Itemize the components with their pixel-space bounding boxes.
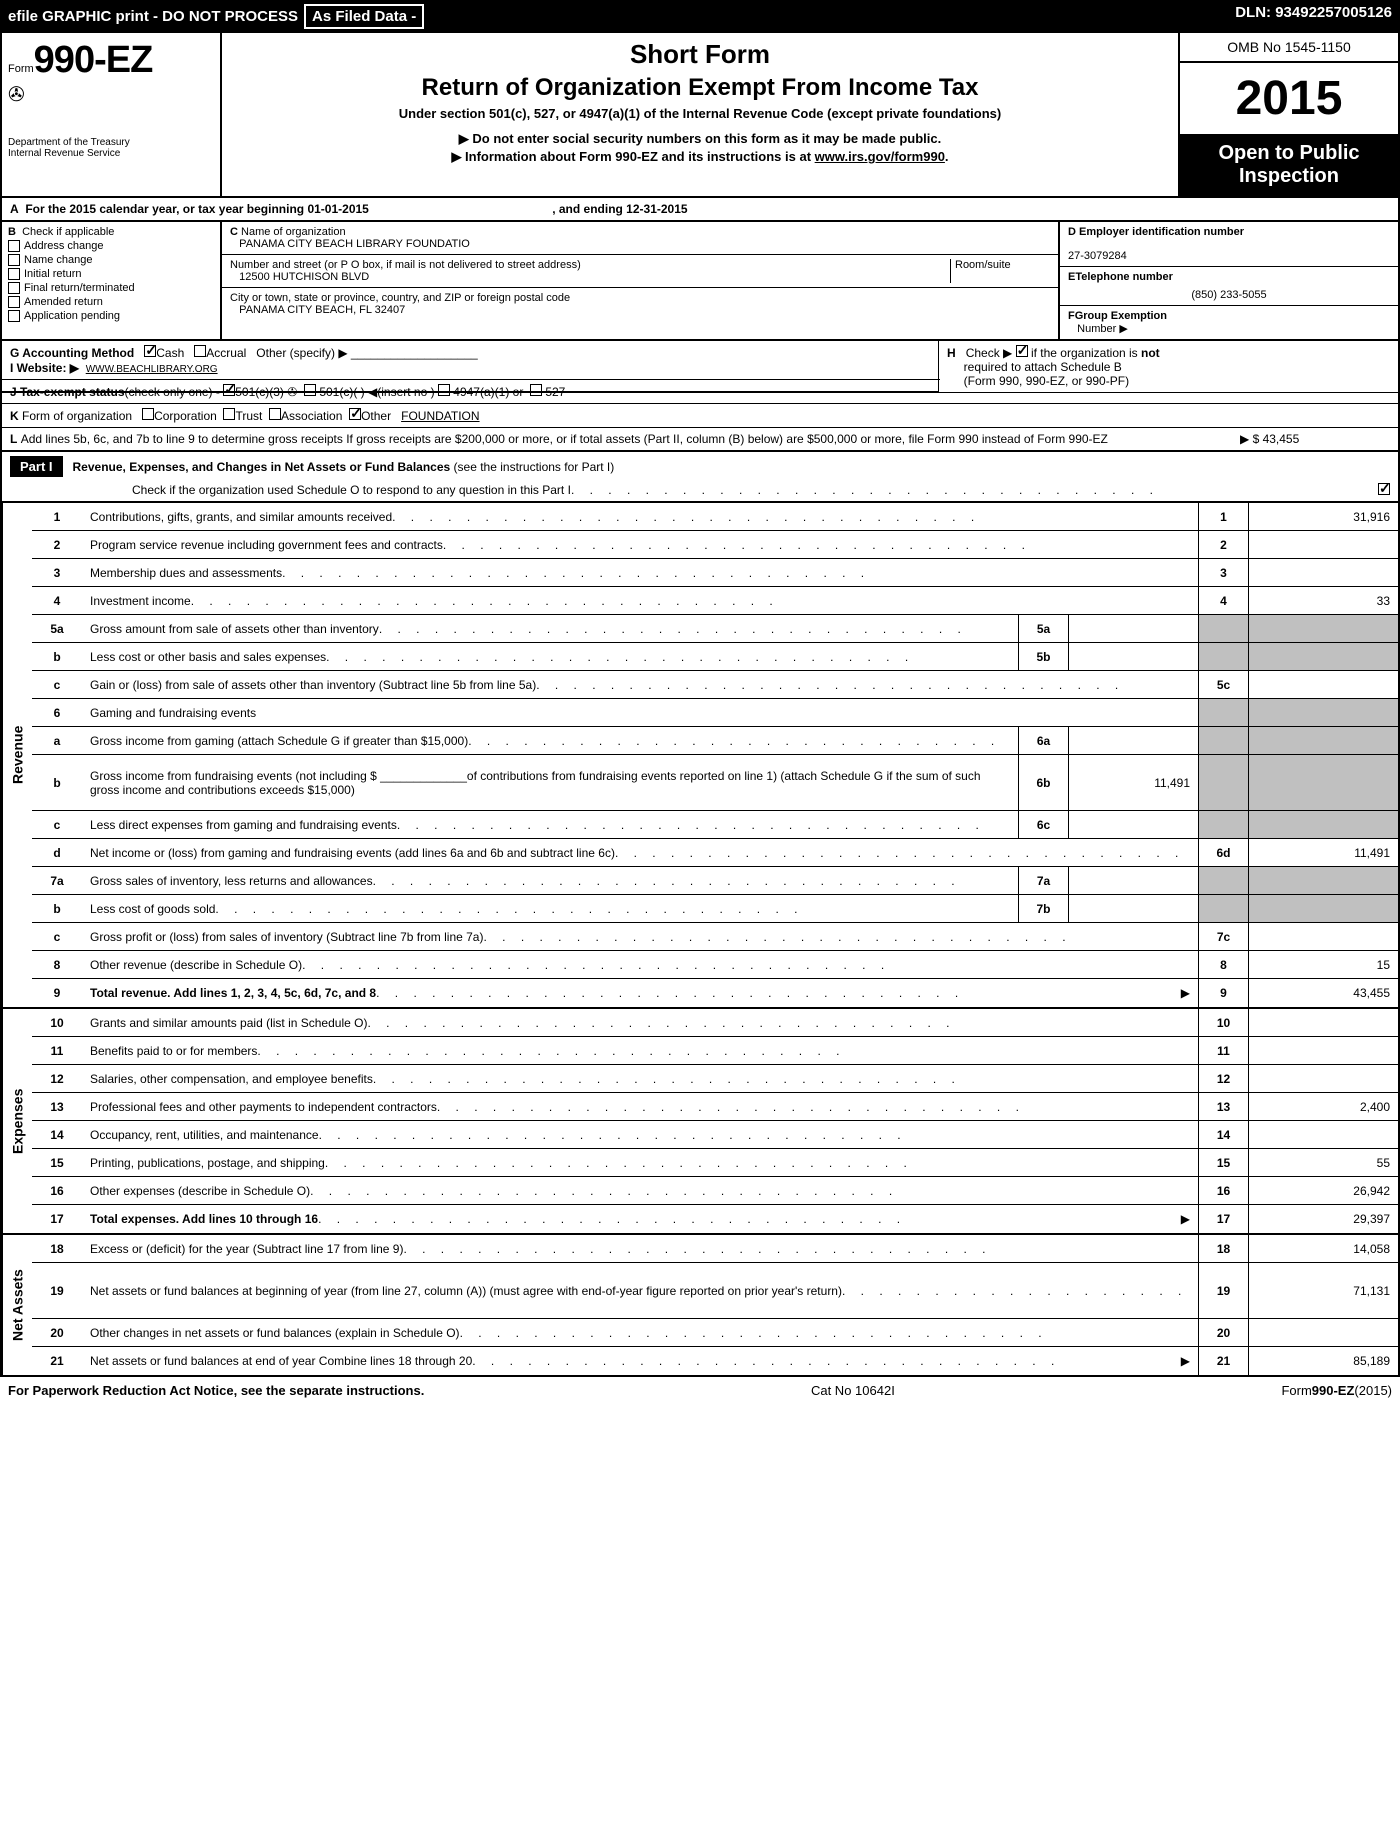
dept-text: Department of the Treasury	[8, 137, 214, 148]
dln: DLN: 93492257005126	[1235, 4, 1392, 29]
org-city: PANAMA CITY BEACH, FL 32407	[239, 304, 405, 316]
lower-section: G Accounting Method Cash Accrual Other (…	[0, 341, 1400, 452]
efile-text: efile GRAPHIC print - DO NOT PROCESS	[8, 8, 298, 25]
form-container: efile GRAPHIC print - DO NOT PROCESS As …	[0, 0, 1400, 1404]
schedule-b-checkbox[interactable]	[1016, 345, 1028, 357]
netassets-label: Net Assets	[2, 1235, 32, 1375]
part1-header: Part I Revenue, Expenses, and Changes in…	[0, 452, 1400, 503]
info-ssn: ▶ Do not enter social security numbers o…	[228, 131, 1172, 147]
footer-center: Cat No 10642I	[811, 1383, 895, 1398]
schedule-o-checkbox[interactable]	[1378, 483, 1390, 495]
part-label: Part I	[10, 456, 63, 477]
asfiled-box: As Filed Data -	[304, 4, 424, 29]
org-name: PANAMA CITY BEACH LIBRARY FOUNDATIO	[239, 238, 470, 250]
footer-right: Form990-EZ(2015)	[1281, 1383, 1392, 1398]
org-address: 12500 HUTCHISON BLVD	[239, 271, 369, 283]
revenue-section: Revenue 1Contributions, gifts, grants, a…	[0, 503, 1400, 1009]
irs-logo-icon: ✇	[8, 82, 214, 107]
irs-text: Internal Revenue Service	[8, 148, 214, 159]
info-grid: B Check if applicable Address changeName…	[0, 222, 1400, 341]
org-form-value: FOUNDATION	[401, 409, 479, 423]
info-website: ▶ Information about Form 990-EZ and its …	[228, 149, 1172, 165]
short-form-title: Short Form	[228, 39, 1172, 70]
section-a: A For the 2015 calendar year, or tax yea…	[0, 198, 1400, 222]
section-c: C Name of organization PANAMA CITY BEACH…	[222, 222, 1058, 339]
open-public: Open to Public Inspection	[1180, 134, 1398, 196]
omb-number: OMB No 1545-1150	[1180, 33, 1398, 63]
netassets-section: Net Assets 18Excess or (deficit) for the…	[0, 1235, 1400, 1377]
cash-checkbox[interactable]	[144, 345, 156, 357]
footer: For Paperwork Reduction Act Notice, see …	[0, 1377, 1400, 1404]
phone-value: (850) 233-5055	[1068, 289, 1390, 301]
footer-left: For Paperwork Reduction Act Notice, see …	[8, 1383, 424, 1398]
gross-receipts: ▶ $ 43,455	[1240, 432, 1390, 446]
revenue-label: Revenue	[2, 503, 32, 1007]
expenses-section: Expenses 10Grants and similar amounts pa…	[0, 1009, 1400, 1235]
subtitle: Under section 501(c), 527, or 4947(a)(1)…	[228, 106, 1172, 121]
irs-link[interactable]: www.irs.gov/form990	[815, 149, 945, 164]
tax-year: 2015	[1180, 63, 1398, 134]
form-number: 990-EZ	[34, 39, 153, 81]
section-b: B Check if applicable Address changeName…	[2, 222, 222, 339]
ein-value: 27-3079284	[1068, 250, 1127, 262]
accrual-checkbox[interactable]	[194, 345, 206, 357]
section-d: D Employer identification number 27-3079…	[1058, 222, 1398, 339]
header-bar: efile GRAPHIC print - DO NOT PROCESS As …	[0, 0, 1400, 33]
expenses-label: Expenses	[2, 1009, 32, 1233]
form-prefix: Form	[8, 63, 34, 75]
501c3-checkbox[interactable]	[223, 384, 235, 396]
main-title: Return of Organization Exempt From Incom…	[228, 74, 1172, 102]
title-section: Form990-EZ ✇ Department of the Treasury …	[0, 33, 1400, 198]
website-link[interactable]: WWW.BEACHLIBRARY.ORG	[86, 364, 218, 375]
